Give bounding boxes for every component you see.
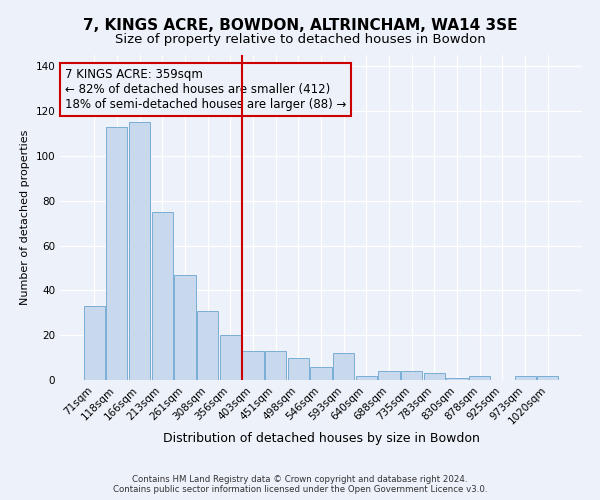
Bar <box>129 122 150 380</box>
Bar <box>265 351 286 380</box>
Bar <box>424 374 445 380</box>
Bar <box>106 126 127 380</box>
Bar <box>288 358 309 380</box>
Text: Size of property relative to detached houses in Bowdon: Size of property relative to detached ho… <box>115 32 485 46</box>
Bar <box>515 376 536 380</box>
Bar <box>537 376 558 380</box>
Bar <box>197 310 218 380</box>
X-axis label: Distribution of detached houses by size in Bowdon: Distribution of detached houses by size … <box>163 432 479 445</box>
Bar <box>333 353 354 380</box>
Bar <box>379 371 400 380</box>
Bar <box>446 378 467 380</box>
Bar <box>469 376 490 380</box>
Text: 7, KINGS ACRE, BOWDON, ALTRINCHAM, WA14 3SE: 7, KINGS ACRE, BOWDON, ALTRINCHAM, WA14 … <box>83 18 517 32</box>
Bar <box>356 376 377 380</box>
Bar <box>84 306 105 380</box>
Bar <box>175 274 196 380</box>
Bar <box>401 371 422 380</box>
Y-axis label: Number of detached properties: Number of detached properties <box>20 130 30 305</box>
Bar <box>152 212 173 380</box>
Bar <box>310 366 332 380</box>
Text: Contains HM Land Registry data © Crown copyright and database right 2024.
Contai: Contains HM Land Registry data © Crown c… <box>113 474 487 494</box>
Bar <box>220 335 241 380</box>
Text: 7 KINGS ACRE: 359sqm
← 82% of detached houses are smaller (412)
18% of semi-deta: 7 KINGS ACRE: 359sqm ← 82% of detached h… <box>65 68 347 111</box>
Bar <box>242 351 263 380</box>
